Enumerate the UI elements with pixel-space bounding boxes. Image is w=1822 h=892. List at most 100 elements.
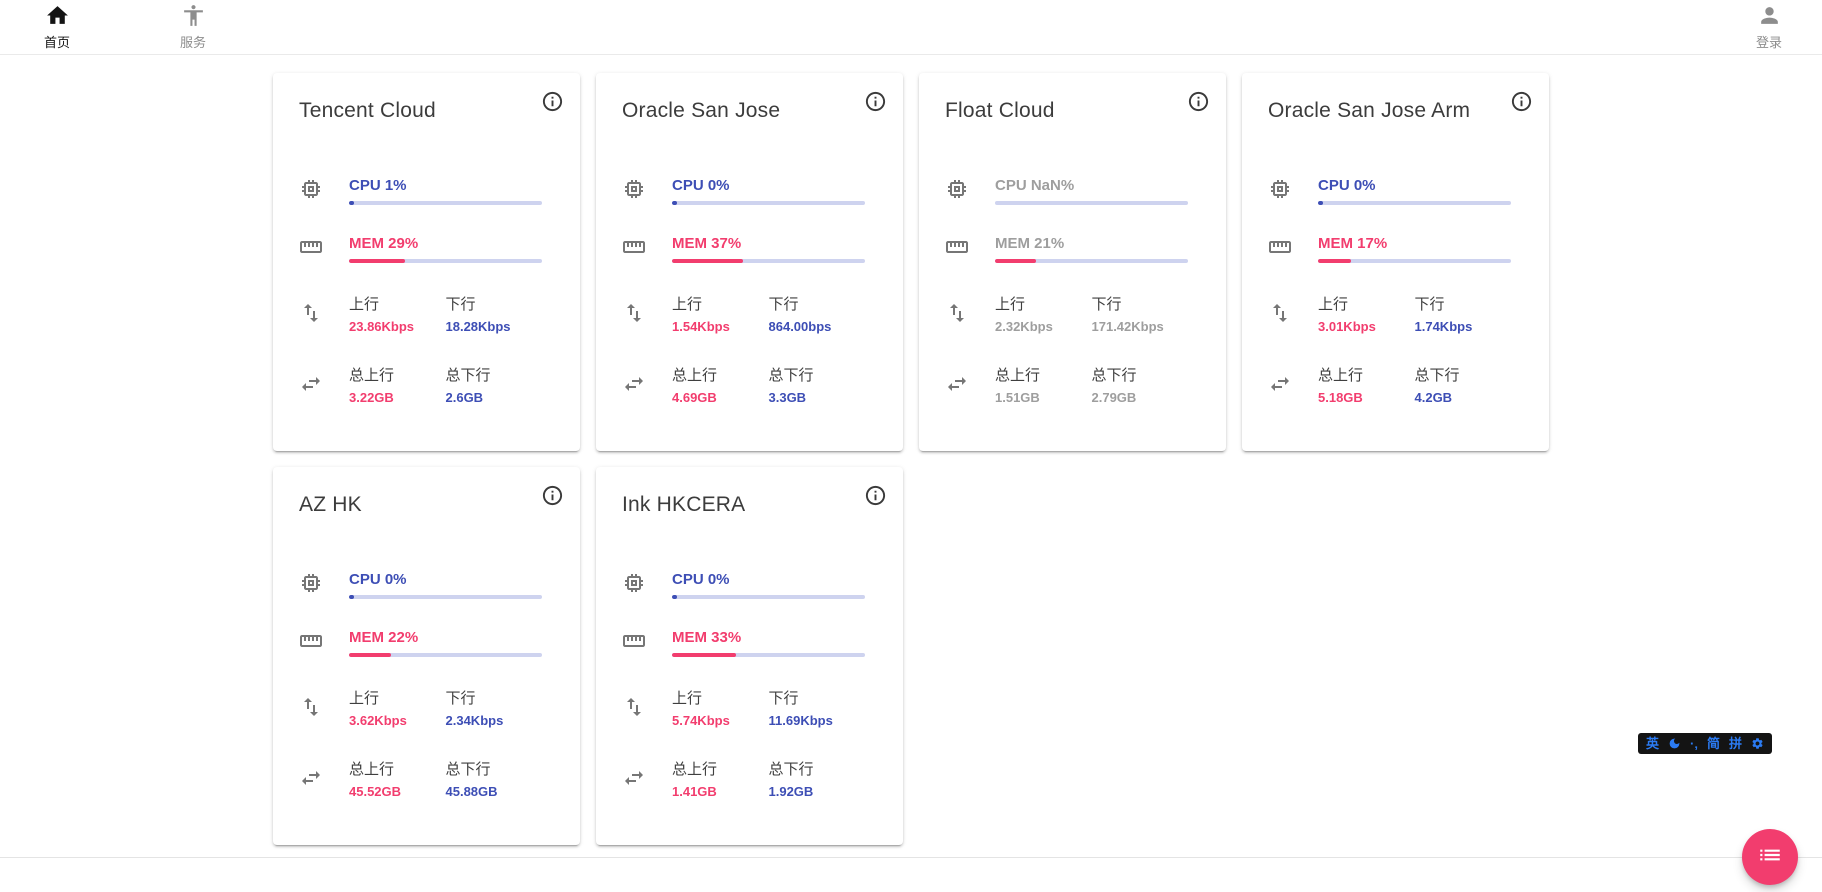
info-icon[interactable] — [1510, 90, 1533, 113]
server-name: AZ HK — [299, 493, 362, 516]
total-download: 总下行 1.92GB — [769, 758, 866, 799]
upload-rate: 上行 1.54Kbps — [672, 293, 769, 334]
cpu-label: CPU 0% — [672, 571, 730, 588]
mem-label: MEM 22% — [349, 629, 419, 646]
cpu-row: CPU 1% — [299, 177, 542, 205]
mem-bar — [349, 653, 542, 657]
rate-row: 上行 2.32Kbps 下行 171.42Kbps — [945, 293, 1188, 334]
cpu-row: CPU 0% — [622, 571, 865, 599]
rate-row: 上行 3.62Kbps 下行 2.34Kbps — [299, 687, 542, 728]
server-grid: Tencent Cloud CPU 1% — [273, 73, 1549, 845]
server-name: Tencent Cloud — [299, 99, 436, 122]
total-download-label: 总下行 — [445, 761, 491, 778]
total-download: 总下行 4.2GB — [1415, 364, 1512, 405]
total-upload: 总上行 5.18GB — [1318, 364, 1415, 405]
upload-value: 2.32Kbps — [995, 319, 1053, 334]
top-nav: 首页 服务 登录 — [0, 0, 1822, 55]
mem-label: MEM 21% — [995, 235, 1065, 252]
info-icon[interactable] — [1187, 90, 1210, 113]
total-download: 总下行 2.6GB — [446, 364, 543, 405]
info-icon[interactable] — [541, 90, 564, 113]
gear-icon[interactable] — [1751, 737, 1764, 750]
upload-value: 5.74Kbps — [672, 713, 730, 728]
cpu-row: CPU 0% — [299, 571, 542, 599]
server-card: Float Cloud CPU NaN% — [919, 73, 1226, 451]
home-icon — [45, 3, 70, 31]
cpu-label: CPU 0% — [672, 177, 730, 194]
mem-label: MEM 37% — [672, 235, 742, 252]
total-upload-value: 1.41GB — [672, 784, 717, 799]
mem-bar — [1318, 259, 1511, 263]
upload-label: 上行 — [672, 690, 703, 707]
total-upload-label: 总上行 — [672, 367, 718, 384]
swap-horizontal-icon — [299, 766, 323, 790]
info-icon[interactable] — [864, 90, 887, 113]
nav-item-services[interactable]: 服务 — [170, 3, 216, 51]
total-upload-label: 总上行 — [349, 367, 395, 384]
total-download-value: 4.2GB — [1414, 390, 1453, 405]
upload-label: 上行 — [349, 296, 380, 313]
download-rate: 下行 11.69Kbps — [769, 687, 866, 728]
mem-row: MEM 37% — [622, 235, 865, 263]
mem-label: MEM 29% — [349, 235, 419, 252]
cpu-chip-icon — [299, 571, 323, 595]
nav-item-home[interactable]: 首页 — [34, 3, 80, 51]
download-label: 下行 — [445, 296, 476, 313]
cpu-chip-icon — [1268, 177, 1292, 201]
total-download-value: 2.6GB — [445, 390, 484, 405]
cpu-chip-icon — [622, 177, 646, 201]
mem-bar-fill — [349, 259, 405, 263]
download-rate: 下行 1.74Kbps — [1415, 293, 1512, 334]
card-rows: CPU 1% MEM 29% — [273, 177, 580, 405]
total-upload-value: 1.51GB — [995, 390, 1040, 405]
cpu-bar-fill — [672, 595, 677, 599]
upload-value: 23.86Kbps — [349, 319, 415, 334]
ime-simplified-toggle[interactable]: 简 — [1706, 736, 1720, 751]
cpu-label: CPU 0% — [1318, 177, 1376, 194]
mem-bar-fill — [672, 259, 744, 263]
total-row: 总上行 1.41GB 总下行 1.92GB — [622, 758, 865, 799]
mem-label: MEM 33% — [672, 629, 742, 646]
total-download-value: 45.88GB — [445, 784, 498, 799]
download-value: 11.69Kbps — [768, 713, 833, 728]
rate-row: 上行 5.74Kbps 下行 11.69Kbps — [622, 687, 865, 728]
nav-item-login[interactable]: 登录 — [1746, 3, 1792, 51]
ime-punctuation-toggle[interactable]: ·‚ — [1690, 736, 1698, 751]
cpu-bar — [349, 201, 542, 205]
rate-row: 上行 3.01Kbps 下行 1.74Kbps — [1268, 293, 1511, 334]
cpu-row: CPU 0% — [622, 177, 865, 205]
cpu-label: CPU 1% — [349, 177, 407, 194]
list-icon — [1757, 842, 1783, 873]
moon-icon[interactable] — [1668, 737, 1681, 750]
total-upload: 总上行 1.51GB — [995, 364, 1092, 405]
ime-pinyin-toggle[interactable]: 拼 — [1728, 736, 1742, 751]
swap-horizontal-icon — [945, 372, 969, 396]
swap-horizontal-icon — [622, 766, 646, 790]
download-value: 18.28Kbps — [445, 319, 511, 334]
swap-vertical-icon — [299, 695, 323, 719]
total-download-label: 总下行 — [768, 761, 814, 778]
cpu-label: CPU 0% — [349, 571, 407, 588]
total-upload: 总上行 45.52GB — [349, 758, 446, 799]
info-icon[interactable] — [541, 484, 564, 507]
ime-toolbar: 英 ·‚ 简 拼 — [1638, 733, 1772, 754]
total-upload: 总上行 1.41GB — [672, 758, 769, 799]
rate-row: 上行 1.54Kbps 下行 864.00bps — [622, 293, 865, 334]
info-icon[interactable] — [864, 484, 887, 507]
ime-english-toggle[interactable]: 英 — [1646, 736, 1660, 751]
total-upload-label: 总上行 — [672, 761, 718, 778]
swap-horizontal-icon — [1268, 372, 1292, 396]
ruler-icon — [299, 235, 323, 259]
upload-value: 3.62Kbps — [349, 713, 407, 728]
total-upload-value: 3.22GB — [349, 390, 394, 405]
server-name: Oracle San Jose — [622, 99, 781, 122]
rate-row: 上行 23.86Kbps 下行 18.28Kbps — [299, 293, 542, 334]
mem-bar — [995, 259, 1188, 263]
server-list-fab[interactable] — [1742, 829, 1798, 885]
nav-home-label: 首页 — [43, 35, 70, 50]
total-row: 总上行 45.52GB 总下行 45.88GB — [299, 758, 542, 799]
cpu-row: CPU NaN% — [945, 177, 1188, 205]
nav-services-label: 服务 — [179, 35, 206, 50]
total-download-label: 总下行 — [768, 367, 814, 384]
server-card: Tencent Cloud CPU 1% — [273, 73, 580, 451]
